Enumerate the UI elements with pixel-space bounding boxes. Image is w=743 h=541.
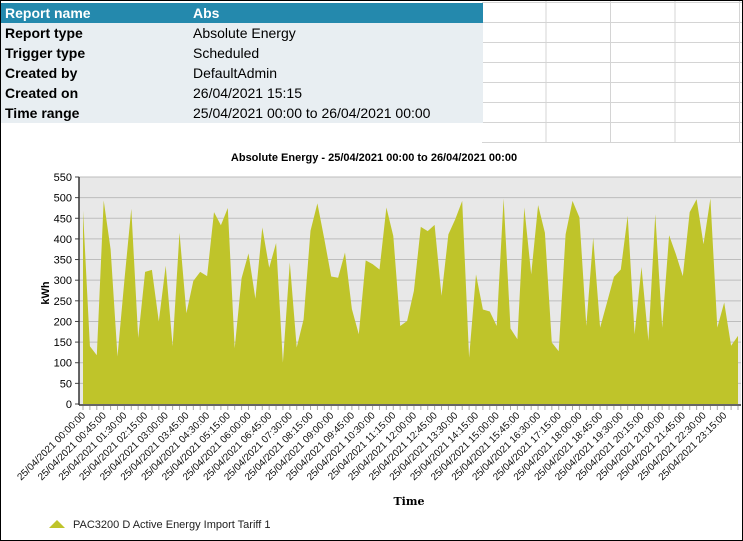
y-tick-label: 500: [54, 193, 72, 205]
legend: PAC3200 D Active Energy Import Tariff 1: [49, 519, 270, 531]
report-type-row: Report type Absolute Energy: [1, 23, 483, 43]
y-axis-label: kWh: [40, 281, 52, 305]
report-name-value: Abs: [193, 3, 483, 23]
y-tick-label: 0: [66, 399, 72, 411]
y-tick-label: 150: [54, 337, 72, 349]
report-name-row: Report name Abs: [1, 3, 483, 23]
created-on-row: Created on 26/04/2021 15:15: [1, 83, 483, 103]
created-by-row: Created by DefaultAdmin: [1, 63, 483, 83]
y-tick-label: 300: [54, 275, 72, 287]
time-range-label: Time range: [1, 103, 193, 123]
series-area: [83, 198, 738, 404]
legend-label: PAC3200 D Active Energy Import Tariff 1: [73, 519, 270, 531]
y-tick-label: 250: [54, 296, 72, 308]
created-on-label: Created on: [1, 83, 193, 103]
report-type-value: Absolute Energy: [193, 23, 483, 43]
y-tick-label: 350: [54, 255, 72, 267]
trigger-type-value: Scheduled: [193, 43, 483, 63]
report-type-label: Report type: [1, 23, 193, 43]
chart-title: Absolute Energy - 25/04/2021 00:00 to 26…: [231, 152, 517, 164]
created-by-label: Created by: [1, 63, 193, 83]
x-axis-label: Time: [393, 495, 424, 508]
created-on-value: 26/04/2021 15:15: [193, 83, 483, 103]
trigger-type-label: Trigger type: [1, 43, 193, 63]
y-tick-label: 400: [54, 234, 72, 246]
y-tick-label: 450: [54, 213, 72, 225]
report-info-table: Report name Abs Report type Absolute Ene…: [1, 3, 483, 123]
trigger-type-row: Trigger type Scheduled: [1, 43, 483, 63]
time-range-row: Time range 25/04/2021 00:00 to 26/04/202…: [1, 103, 483, 123]
y-tick-label: 550: [54, 172, 72, 184]
legend-swatch-icon: [49, 520, 65, 528]
y-tick-label: 100: [54, 358, 72, 370]
y-tick-label: 50: [60, 378, 72, 390]
created-by-value: DefaultAdmin: [193, 63, 483, 83]
y-tick-label: 200: [54, 316, 72, 328]
time-range-value: 25/04/2021 00:00 to 26/04/2021 00:00: [193, 103, 483, 123]
report-name-label: Report name: [1, 3, 193, 23]
spreadsheet-grid: [482, 1, 742, 143]
energy-chart: Absolute Energy - 25/04/2021 00:00 to 26…: [15, 152, 741, 531]
